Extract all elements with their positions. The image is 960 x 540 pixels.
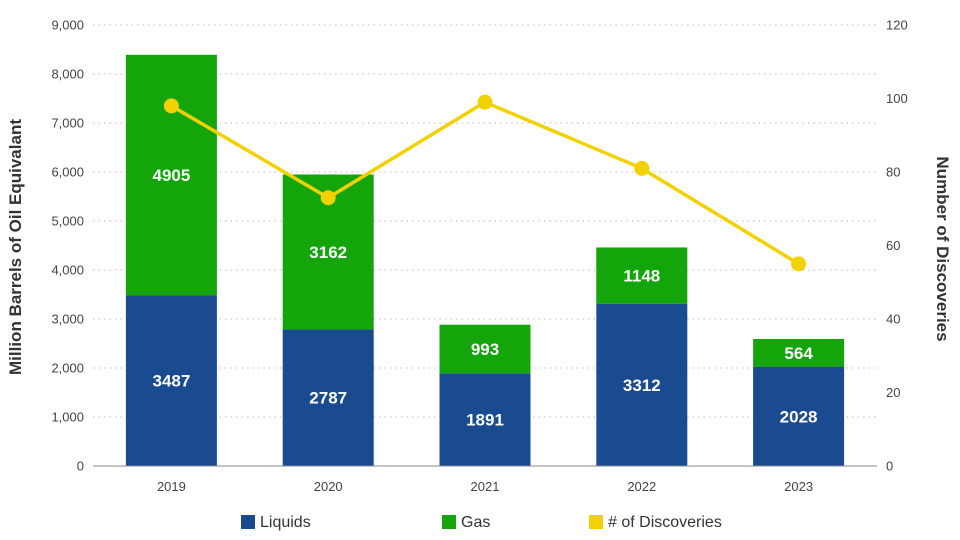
y-tick-label: 4,000 [51, 263, 84, 278]
data-label-gas: 993 [471, 340, 499, 359]
y2-tick-label: 120 [886, 18, 908, 33]
y-tick-label: 7,000 [51, 116, 84, 131]
discoveries-point [791, 256, 807, 272]
x-tick-label: 2022 [627, 479, 656, 494]
discoveries-point [320, 190, 336, 206]
axes: 0 1,000 2,000 3,000 4,000 5,000 6,000 7,000 8,00… [6, 18, 952, 495]
discoveries-point [634, 160, 650, 176]
bars: 3487 4905 2787 3162 1891 993 3312 1148 2028 564 [125, 54, 845, 466]
y2-tick-label: 60 [886, 238, 900, 253]
data-label-liquids: 3312 [623, 376, 661, 395]
data-label-gas: 3162 [309, 243, 347, 262]
x-tick-label: 2021 [471, 479, 500, 494]
y-tick-label: 6,000 [51, 165, 84, 180]
y2-axis-title: Number of Discoveries [933, 156, 952, 341]
y2-tick-label: 20 [886, 385, 900, 400]
bar-liquids [753, 366, 845, 466]
legend-swatch-gas [442, 515, 456, 529]
y-tick-label: 3,000 [51, 312, 84, 327]
y-tick-label: 1,000 [51, 410, 84, 425]
bar-liquids [282, 329, 374, 466]
y-tick-label: 9,000 [51, 18, 84, 33]
x-tick-label: 2020 [314, 479, 343, 494]
x-tick-label: 2019 [157, 479, 186, 494]
data-label-liquids: 2028 [780, 407, 818, 426]
bar-liquids [125, 295, 217, 466]
legend-label: Gas [461, 514, 490, 531]
bar-liquids [439, 373, 531, 466]
bar-gas [125, 54, 217, 296]
y-tick-label: 0 [77, 459, 84, 474]
bar-gas [596, 247, 688, 304]
data-label-gas: 564 [784, 344, 813, 363]
data-label-gas: 4905 [152, 166, 190, 185]
data-label-liquids: 2787 [309, 389, 347, 408]
legend-swatch-liquids [241, 515, 255, 529]
discoveries-point [477, 94, 493, 110]
data-label-gas: 1148 [623, 267, 660, 286]
bar-liquids [596, 303, 688, 466]
y-tick-label: 5,000 [51, 214, 84, 229]
y-tick-label: 8,000 [51, 67, 84, 82]
y2-tick-label: 0 [886, 459, 893, 474]
legend-label: # of Discoveries [608, 514, 722, 531]
y2-tick-label: 40 [886, 312, 900, 327]
legend-swatch--of-discoveries [589, 515, 603, 529]
bar-gas [753, 338, 845, 367]
y-axis-title: Million Barrels of Oil Equivalant [6, 119, 25, 375]
y-tick-label: 2,000 [51, 361, 84, 376]
discoveries-line-group [163, 94, 807, 272]
data-label-liquids: 1891 [466, 411, 504, 430]
discoveries-point [163, 98, 179, 114]
data-label-liquids: 3487 [152, 372, 190, 391]
y2-tick-label: 80 [886, 165, 900, 180]
discoveries-line [170, 100, 800, 266]
legend: Liquids Gas # of Discoveries [241, 514, 722, 531]
x-tick-label: 2023 [784, 479, 813, 494]
legend-label: Liquids [260, 514, 311, 531]
bar-gas [439, 324, 531, 374]
y2-tick-label: 100 [886, 91, 908, 106]
